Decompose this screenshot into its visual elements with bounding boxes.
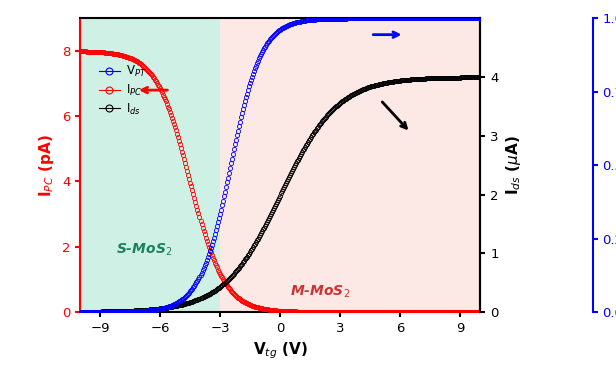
Y-axis label: I$_{ds}$ ($\mu$A): I$_{ds}$ ($\mu$A) — [505, 135, 523, 195]
Bar — [221, 18, 480, 312]
Legend: V$_{PT}$, I$_{PC}$, I$_{ds}$: V$_{PT}$, I$_{PC}$, I$_{ds}$ — [94, 59, 152, 121]
Text: M-MoS$_2$: M-MoS$_2$ — [290, 284, 351, 300]
X-axis label: V$_{tg}$ (V): V$_{tg}$ (V) — [253, 340, 308, 361]
Text: S-MoS$_2$: S-MoS$_2$ — [116, 241, 172, 258]
Y-axis label: I$_{PC}$ (pA): I$_{PC}$ (pA) — [38, 134, 56, 197]
Bar — [80, 18, 221, 312]
